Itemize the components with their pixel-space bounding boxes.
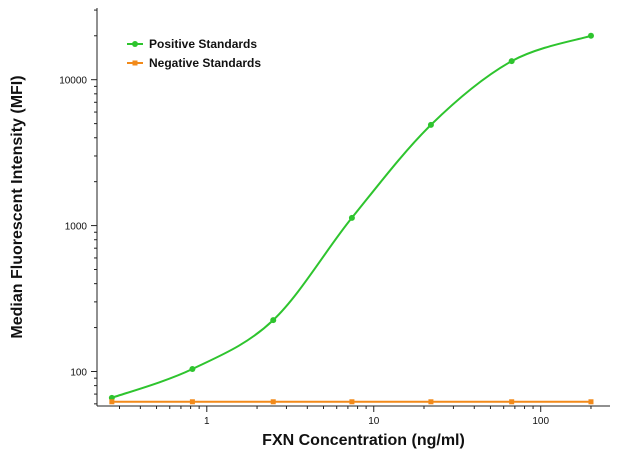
legend-positive-standards-label: Positive Standards: [149, 37, 257, 51]
legend-positive-standards-marker: [132, 41, 138, 47]
x-tick-label: 1: [204, 416, 210, 427]
data-points: [108, 32, 594, 405]
legend: Positive Standards Negative Standards: [127, 37, 261, 70]
positive-standards-point: [189, 365, 196, 372]
negative-standards-point: [509, 399, 515, 405]
x-tick-label: 10: [368, 416, 380, 427]
y-tick-label: 10000: [59, 76, 87, 87]
positive-standards-point: [508, 58, 515, 65]
y-tick-label: 1000: [65, 222, 88, 233]
negative-standards-point: [588, 399, 594, 405]
negative-standards-point: [189, 399, 195, 405]
positive-standards-point: [348, 214, 355, 221]
negative-standards-point: [109, 399, 115, 405]
positive-standards-point: [270, 317, 277, 324]
positive-standards-point: [427, 121, 434, 128]
x-axis-title: FXN Concentration (ng/ml): [262, 432, 465, 449]
positive-standards-point: [587, 32, 594, 39]
y-axis-title: Median Fluorescent Intensity (MFI): [9, 75, 26, 338]
legend-negative-standards-label: Negative Standards: [149, 56, 261, 70]
negative-standards-point: [270, 399, 276, 405]
ticks: 1 10 100 100 1000 10000: [59, 9, 592, 427]
y-tick-label: 100: [70, 367, 87, 378]
negative-standards-point: [428, 399, 434, 405]
x-tick-label: 100: [532, 416, 549, 427]
negative-standards-point: [349, 399, 355, 405]
legend-negative-standards-marker: [132, 60, 138, 66]
